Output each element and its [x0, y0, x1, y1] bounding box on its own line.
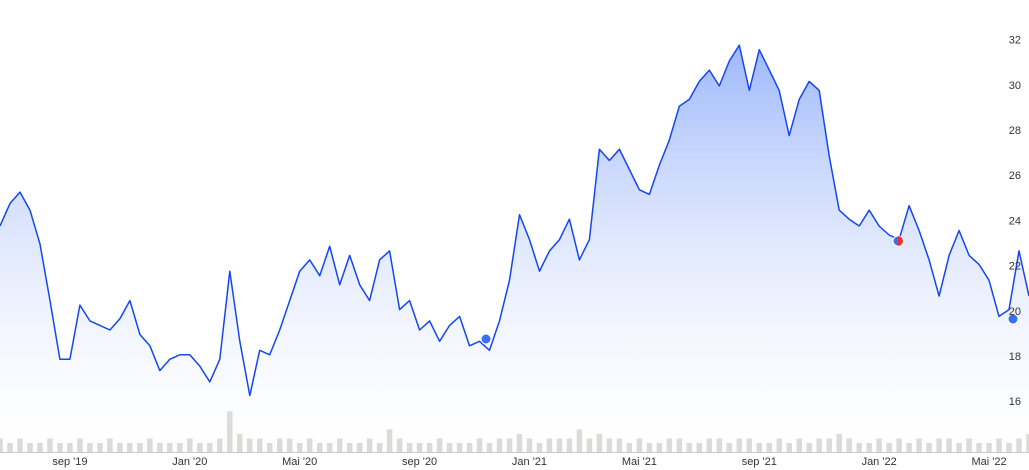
x-tick-label: Jan '22	[862, 456, 897, 468]
x-tick-label: Mai '21	[622, 456, 657, 468]
event-markers	[480, 235, 1019, 345]
price-line	[0, 44, 1029, 397]
y-tick-label: 26	[1009, 170, 1021, 182]
event-marker[interactable]	[480, 333, 492, 345]
x-tick-label: sep '21	[742, 456, 777, 468]
x-tick-label: sep '19	[52, 456, 87, 468]
x-tick-label: Jan '20	[172, 456, 207, 468]
event-marker[interactable]	[1007, 313, 1019, 325]
y-tick-label: 18	[1009, 351, 1021, 363]
y-tick-label: 16	[1009, 396, 1021, 408]
x-tick-label: Jan '21	[512, 456, 547, 468]
x-tick-label: Mai '20	[282, 456, 317, 468]
event-marker-half	[898, 236, 903, 246]
y-tick-label: 20	[1009, 306, 1021, 318]
y-tick-label: 22	[1009, 261, 1021, 273]
y-tick-label: 32	[1009, 35, 1021, 47]
x-tick-label: Mai '22	[971, 456, 1006, 468]
price-layer	[0, 44, 1029, 452]
y-tick-label: 30	[1009, 80, 1021, 92]
y-tick-label: 24	[1009, 215, 1021, 227]
y-tick-label: 28	[1009, 125, 1021, 137]
x-tick-label: sep '20	[402, 456, 437, 468]
